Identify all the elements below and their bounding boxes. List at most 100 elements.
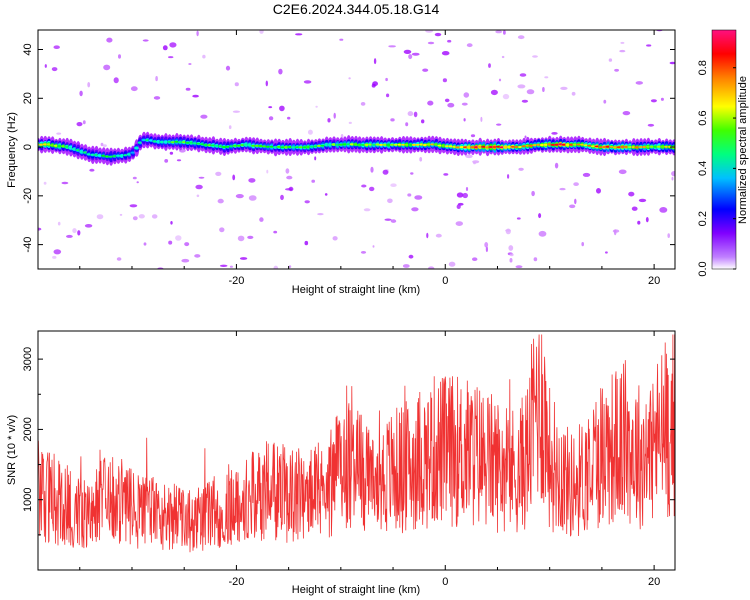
noise-blob [202, 54, 206, 59]
noise-blob [456, 204, 461, 209]
noise-blob [311, 179, 316, 183]
noise-blob [118, 54, 121, 59]
noise-blob [390, 118, 395, 122]
y-tick-label: 2000 [22, 417, 34, 441]
spectrogram-y-axis-label: Frequency (Hz) [6, 112, 18, 188]
noise-blob [542, 87, 545, 92]
noise-blob [369, 186, 375, 192]
y-tick-label: -40 [22, 237, 34, 253]
noise-blob [426, 232, 429, 239]
noise-blob [100, 142, 104, 147]
noise-blob [192, 94, 199, 98]
noise-blob [463, 118, 466, 122]
noise-blob [370, 166, 374, 173]
noise-blob [498, 78, 502, 82]
noise-blob [53, 45, 60, 49]
noise-blob [132, 216, 138, 221]
y-tick-label: 40 [22, 43, 34, 55]
noise-blob [447, 39, 452, 43]
noise-blob [228, 125, 232, 130]
noise-blob [248, 195, 257, 201]
snr-frame [37, 330, 676, 571]
noise-blob [339, 38, 344, 41]
noise-blob [518, 167, 524, 171]
noise-blob [304, 200, 310, 204]
noise-blob [361, 184, 367, 188]
noise-blob [647, 123, 655, 127]
noise-blob [38, 227, 42, 231]
colorbar: 0.0 0.2 0.4 0.6 0.8 Normalized spectral ampl… [697, 29, 749, 277]
noise-blob [508, 245, 514, 251]
colorbar-tick-label: 0.6 [697, 110, 709, 125]
noise-blob [435, 233, 442, 238]
noise-blob [441, 51, 450, 56]
noise-blob [618, 169, 627, 175]
noise-blob [516, 217, 521, 220]
noise-blob [574, 198, 577, 205]
noise-blob [559, 187, 566, 191]
spectrogram-x-axis-label: Height of straight line (km) [292, 284, 420, 296]
noise-blob [61, 181, 69, 185]
colorbar-tick-label: 0.8 [697, 60, 709, 75]
noise-blob [390, 219, 397, 223]
x-tick-label: 0 [442, 275, 448, 287]
noise-blob [273, 230, 278, 234]
noise-blob [248, 178, 256, 183]
noise-blob [327, 118, 331, 123]
noise-blob [196, 194, 200, 198]
noise-blob [87, 82, 91, 88]
noise-blob [225, 65, 231, 71]
noise-blob [517, 35, 525, 40]
noise-blob [456, 192, 464, 198]
noise-blob [405, 122, 409, 127]
noise-blob [317, 213, 324, 216]
noise-blob [314, 156, 317, 161]
noise-blob [619, 49, 626, 53]
spectrogram-panel: -20 0 20 40 20 0 -20 -40 Height of straight li… [6, 29, 676, 296]
noise-blob [237, 235, 245, 242]
noise-blob [57, 221, 61, 226]
noise-blob [215, 171, 222, 176]
noise-blob [485, 246, 488, 253]
noise-blob [348, 121, 352, 124]
noise-blob [480, 116, 483, 122]
spectrogram-x-tick-labels: -20 0 20 [228, 275, 660, 287]
noise-blob [571, 91, 576, 96]
colorbar-gradient [711, 29, 737, 270]
noise-blob [554, 162, 559, 169]
noise-blob [130, 86, 138, 92]
noise-blob [385, 77, 388, 82]
noise-blob [538, 213, 542, 219]
noise-blob [219, 227, 225, 233]
colorbar-label: Normalized spectral amplitude [737, 76, 749, 224]
noise-blob [194, 254, 201, 258]
noise-blob [265, 80, 268, 87]
noise-blob [235, 194, 244, 199]
noise-blob [509, 253, 514, 257]
noise-blob [168, 56, 174, 59]
noise-blob [198, 176, 205, 179]
x-tick-label: 20 [648, 576, 660, 588]
noise-blob [442, 78, 447, 83]
noise-blob [466, 43, 473, 48]
colorbar-tick-label: 0.0 [697, 261, 709, 276]
noise-blob [495, 30, 503, 34]
noise-blob [519, 73, 527, 77]
noise-blob [448, 261, 456, 267]
noise-blob [360, 102, 366, 106]
noise-blob [151, 214, 158, 219]
noise-blob [348, 77, 351, 80]
noise-blob [307, 129, 313, 135]
noise-blob [371, 83, 376, 88]
noise-blob [414, 195, 423, 200]
snr-panel: -20 0 20 3000 2000 1000 Height of straight l… [6, 330, 676, 596]
colorbar-tick-labels: 0.0 0.2 0.4 0.6 0.8 [697, 60, 736, 277]
spectrogram-heatmap [38, 30, 675, 269]
noise-blob [51, 67, 58, 72]
noise-blob [538, 230, 547, 237]
colorbar-tick-label: 0.2 [697, 211, 709, 226]
noise-blob [669, 61, 675, 65]
snr-y-axis-label: SNR (10 * v/v) [6, 415, 18, 485]
spectrogram-y-tick-labels: 40 20 0 -20 -40 [22, 43, 34, 252]
noise-blob [103, 64, 111, 71]
